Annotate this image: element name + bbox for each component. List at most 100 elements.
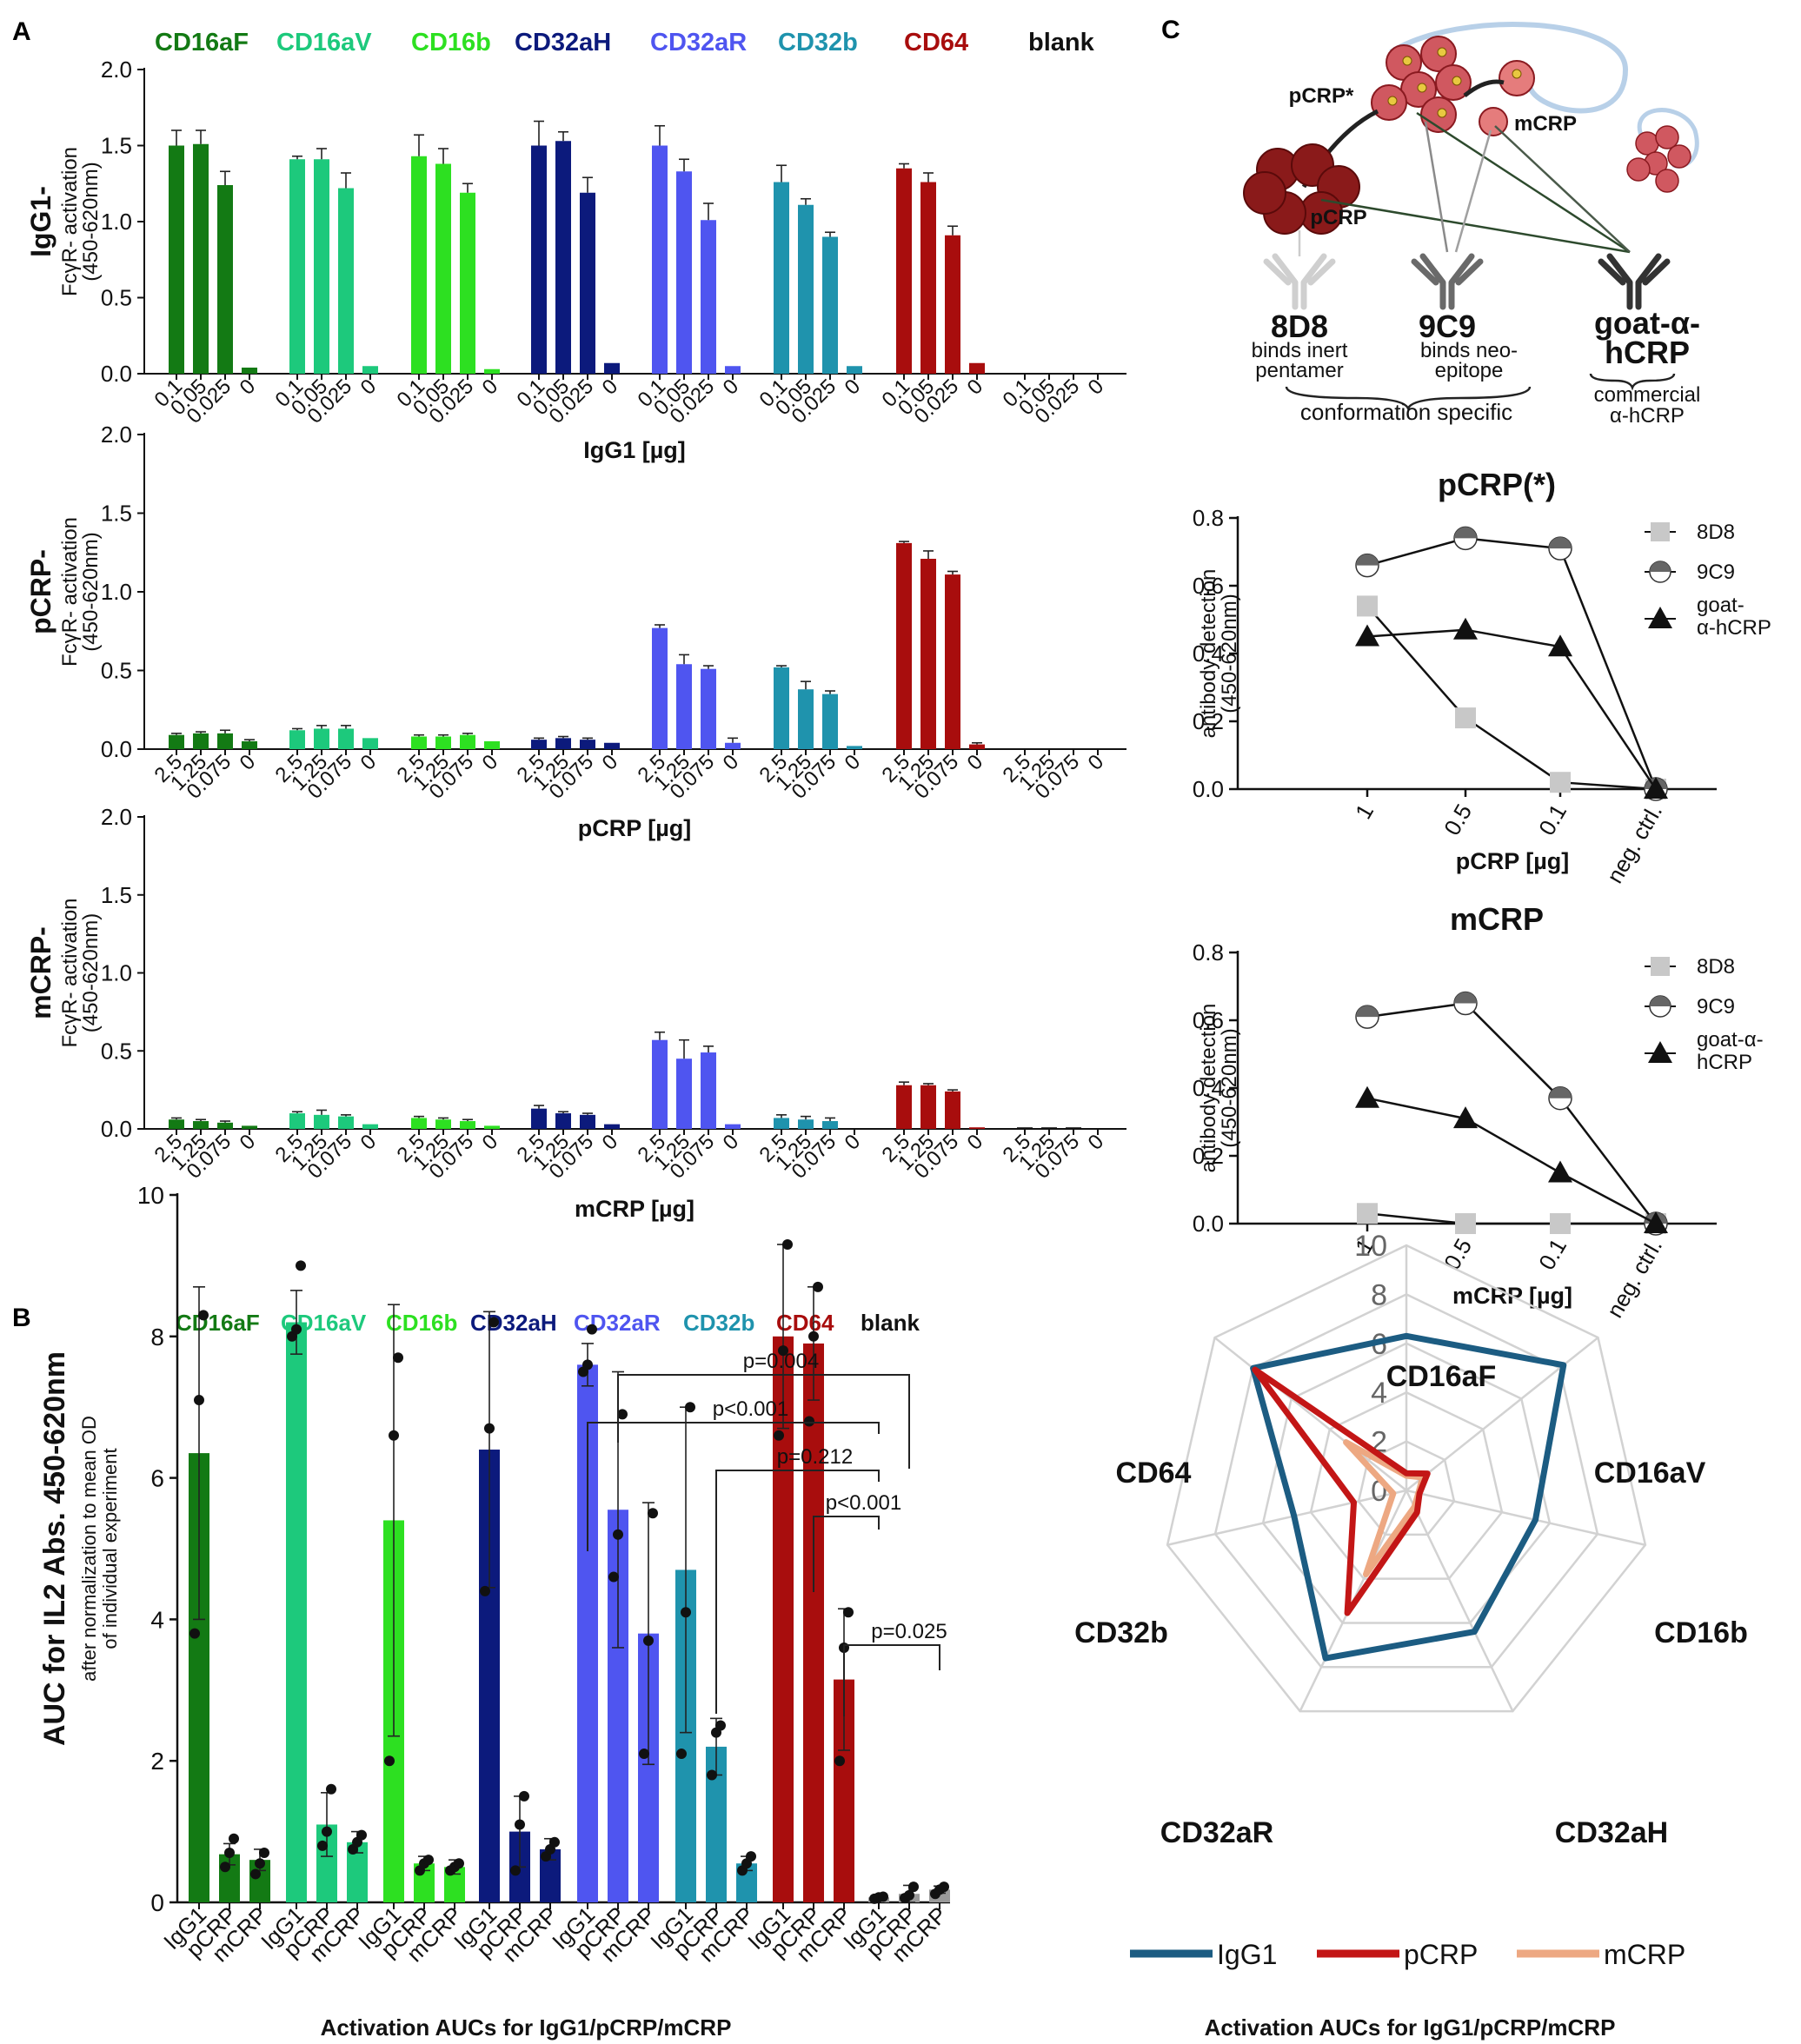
legend-receptor-cd32ar: CD32aR <box>574 1310 661 1336</box>
chart-title: mCRP- <box>25 926 56 1019</box>
marker-goat <box>1355 1085 1379 1108</box>
x-tick-label: 0 <box>963 375 988 400</box>
y-axis-sublabel-1: after normalization to mean OD <box>78 1416 100 1682</box>
legend-label-9c9: 9C9 <box>1697 995 1735 1019</box>
legend-receptor-cd16b: CD16b <box>386 1310 457 1336</box>
mini-crp-subunit <box>1655 169 1679 193</box>
bar-cd32b-2 <box>822 1121 838 1129</box>
bar-cd16b-0 <box>411 736 427 749</box>
mini-crp-subunit <box>1635 131 1659 156</box>
y-axis-label-2: (450-620nm) <box>1218 594 1241 713</box>
marker-goat <box>1548 634 1572 657</box>
bar-cd16af-3 <box>242 368 257 374</box>
legend-label-goat-1: goat- <box>1697 594 1745 617</box>
x-tick-label: 0.1 <box>1533 1234 1572 1274</box>
bar-cd16b-0 <box>411 156 427 374</box>
antibody-goat-icon <box>1598 253 1671 310</box>
x-tick-label: 0 <box>963 1130 988 1155</box>
bar-cd32ar-0 <box>652 145 668 374</box>
bar-cd16av-1 <box>314 728 329 749</box>
y-tick-label: 0.4 <box>1193 640 1224 667</box>
y-tick-label: 0.6 <box>1193 1007 1224 1033</box>
radar-tick-label: 8 <box>1371 1278 1387 1311</box>
y-axis-label: FcγR- activation <box>58 147 82 296</box>
data-point <box>643 1635 654 1646</box>
marker-8d8 <box>1455 1213 1476 1234</box>
bar-cd32b-1 <box>798 1119 814 1129</box>
legend-receptor-blank: blank <box>861 1310 920 1336</box>
bar-cd16av-1 <box>314 159 329 374</box>
x-axis-label: pCRP [µg] <box>578 815 692 841</box>
bar-cd16af-0 <box>169 734 184 749</box>
y-tick-label: 2.0 <box>101 421 132 448</box>
y-tick-label: 0.5 <box>101 1038 132 1064</box>
radar-series-pcrp <box>1252 1366 1431 1616</box>
radar-axis-label-cd32b: CD32b <box>1074 1616 1168 1649</box>
legend-label-igg1: IgG1 <box>1217 1939 1277 1970</box>
radar-spoke <box>1213 1337 1407 1491</box>
data-point <box>746 1851 756 1862</box>
bar-cd16av-2 <box>338 728 354 749</box>
bar-cd32ar-3 <box>725 366 741 374</box>
marker-9c9-half <box>1454 992 1477 1004</box>
marker-goat <box>1644 777 1668 799</box>
y-tick-label: 0.5 <box>101 285 132 311</box>
radar-grid <box>1309 1390 1504 1580</box>
significance-label: p=0.212 <box>777 1445 853 1469</box>
data-point <box>484 1423 495 1434</box>
y-axis-label: antibody detection <box>1197 569 1220 739</box>
y-tick-label: 8 <box>150 1324 164 1350</box>
receptor-label-cd32ah: CD32aH <box>515 29 611 56</box>
bar-cd16av-3 <box>362 738 378 749</box>
data-point <box>189 1628 200 1639</box>
data-point <box>519 1790 529 1802</box>
binding-line <box>1454 129 1492 253</box>
label-9c9: 9C9 <box>1419 309 1476 344</box>
bar-cd32ah-0 <box>531 145 547 374</box>
significance-label: p=0.025 <box>871 1620 947 1643</box>
legend-receptor-cd16af: CD16aF <box>176 1310 260 1336</box>
bar-cd16af-1 <box>193 143 209 374</box>
label-mcrp: mCRP <box>1514 112 1577 136</box>
y-tick-label: 0.4 <box>1193 1075 1224 1101</box>
bar-cd16af-1 <box>193 1121 209 1129</box>
x-axis-label: Activation AUCs for IgG1/pCRP/mCRP <box>321 2014 732 2041</box>
crp-subunit-dot <box>1437 47 1447 57</box>
series-line-9C9 <box>1366 1002 1657 1224</box>
bar-cd16af-0 <box>169 1119 184 1129</box>
x-tick-label: 0 <box>1084 375 1109 400</box>
mcrp-subunit-dot <box>1512 69 1522 79</box>
y-tick-label: 1.5 <box>101 882 132 908</box>
bar-cd64-0 <box>896 1085 912 1129</box>
significance-bracket <box>813 1516 880 1592</box>
radar-spoke <box>1405 1490 1514 1712</box>
y-tick-label: 2.0 <box>101 804 132 830</box>
series-line-9C9 <box>1366 537 1658 790</box>
chart-title: pCRP(*) <box>1438 467 1556 502</box>
data-point <box>908 1881 919 1893</box>
panel-label-b: B <box>12 1304 31 1332</box>
data-point <box>224 1848 235 1859</box>
data-point <box>291 1324 302 1335</box>
marker-9c9-half <box>1356 554 1379 566</box>
crp-subunit-dot <box>1437 108 1447 118</box>
y-axis-label: FcγR- activation <box>58 898 82 1047</box>
radar-axis-label-cd32ah: CD32aH <box>1555 1816 1668 1849</box>
marker-goat <box>1355 624 1379 647</box>
label-pcrp: pCRP <box>1310 206 1366 229</box>
brace-small <box>1589 373 1676 391</box>
conformational-loop <box>1389 22 1629 114</box>
y-tick-label: 0.0 <box>101 361 132 387</box>
bar-cd32ah-3 <box>604 1124 620 1129</box>
antibody-9c9-icon <box>1411 253 1484 310</box>
legend-marker-8d8 <box>1651 957 1670 976</box>
bar-cd64-0 <box>896 168 912 374</box>
marker-9c9-half <box>1454 527 1477 539</box>
y-axis-label-2: (450-620nm) <box>79 532 103 651</box>
panel-label-c: C <box>1161 16 1180 44</box>
dissociation-arrow <box>1463 79 1505 97</box>
legend-receptor-cd32b: CD32b <box>683 1310 754 1336</box>
bar-cd32ar-3 <box>725 1124 741 1129</box>
data-point <box>804 1416 814 1427</box>
